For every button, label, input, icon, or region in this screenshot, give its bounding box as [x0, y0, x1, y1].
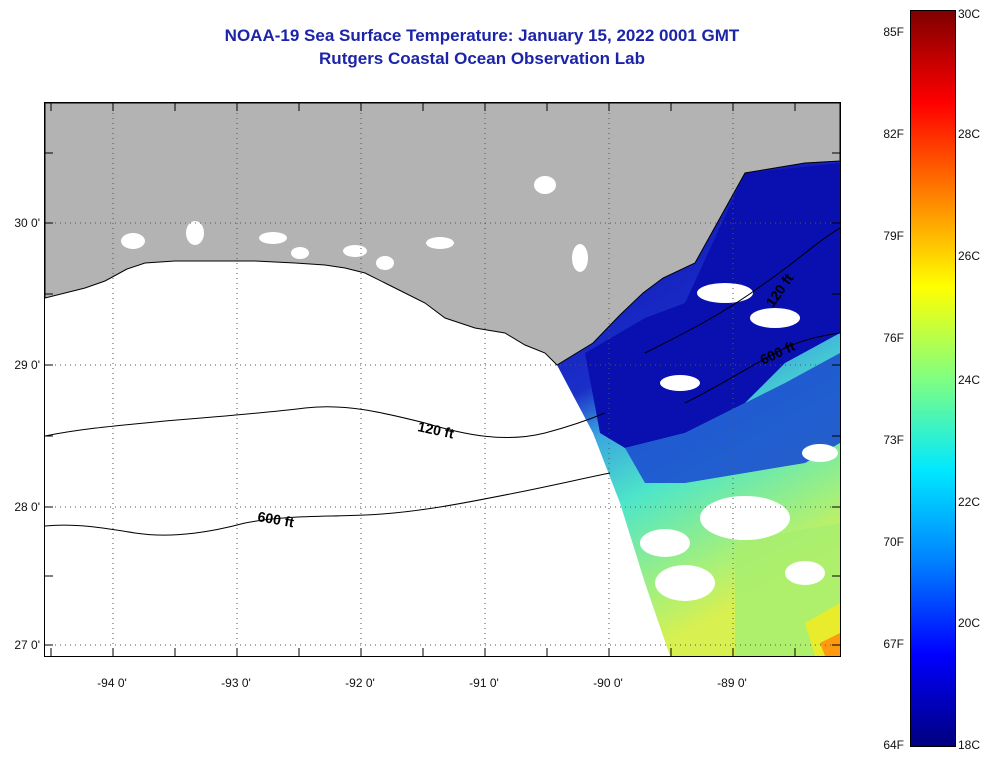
lon-label: -93 0'	[221, 676, 251, 690]
colorbar-f-label: 73F	[883, 433, 904, 447]
lon-label: -94 0'	[97, 676, 127, 690]
colorbar-c-label: 30C	[958, 7, 981, 21]
colorbar-c-label: 26C	[958, 249, 981, 263]
contour-600ft	[45, 472, 611, 536]
lat-label: 30 0'	[14, 216, 40, 230]
colorbar-c-label: 28C	[958, 127, 981, 141]
map-subtitle: Rutgers Coastal Ocean Observation Lab	[319, 49, 645, 68]
sst-map-canvas: 120 ft 600 ft 120 ft 600 ft	[45, 103, 840, 656]
lon-label: -91 0'	[469, 676, 499, 690]
map-title: NOAA-19 Sea Surface Temperature: January…	[224, 26, 740, 45]
colorbar-f-label: 85F	[883, 25, 904, 39]
contour-120ft	[45, 406, 606, 439]
colorbar-f-label: 70F	[883, 535, 904, 549]
colorbar-c-label: 24C	[958, 373, 981, 387]
colorbar-f-label: 76F	[883, 331, 904, 345]
sst-cold-region	[585, 163, 840, 448]
temperature-colorbar	[910, 10, 956, 747]
contour-label-600ft: 600 ft	[256, 508, 295, 530]
colorbar-f-label: 82F	[883, 127, 904, 141]
colorbar-c-label: 18C	[958, 738, 981, 752]
graticule	[45, 103, 840, 656]
contour-120ft-east	[644, 227, 840, 354]
lon-label: -92 0'	[345, 676, 375, 690]
colorbar-c-label: 22C	[958, 495, 981, 509]
lon-label: -89 0'	[717, 676, 747, 690]
cloud-patches	[640, 283, 838, 601]
lat-label: 29 0'	[14, 358, 40, 372]
lon-label: -90 0'	[593, 676, 623, 690]
colorbar-f-label: 79F	[883, 229, 904, 243]
land-mass	[45, 103, 840, 366]
colorbar-f-label: 67F	[883, 637, 904, 651]
colorbar-c-label: 20C	[958, 616, 981, 630]
sst-map: 120 ft 600 ft 120 ft 600 ft	[44, 102, 841, 657]
lat-label: 28 0'	[14, 500, 40, 514]
colorbar-f-label: 64F	[883, 738, 904, 752]
contour-label-120ft: 120 ft	[416, 418, 455, 441]
lat-label: 27 0'	[14, 638, 40, 652]
contour-600ft-east	[684, 332, 840, 404]
